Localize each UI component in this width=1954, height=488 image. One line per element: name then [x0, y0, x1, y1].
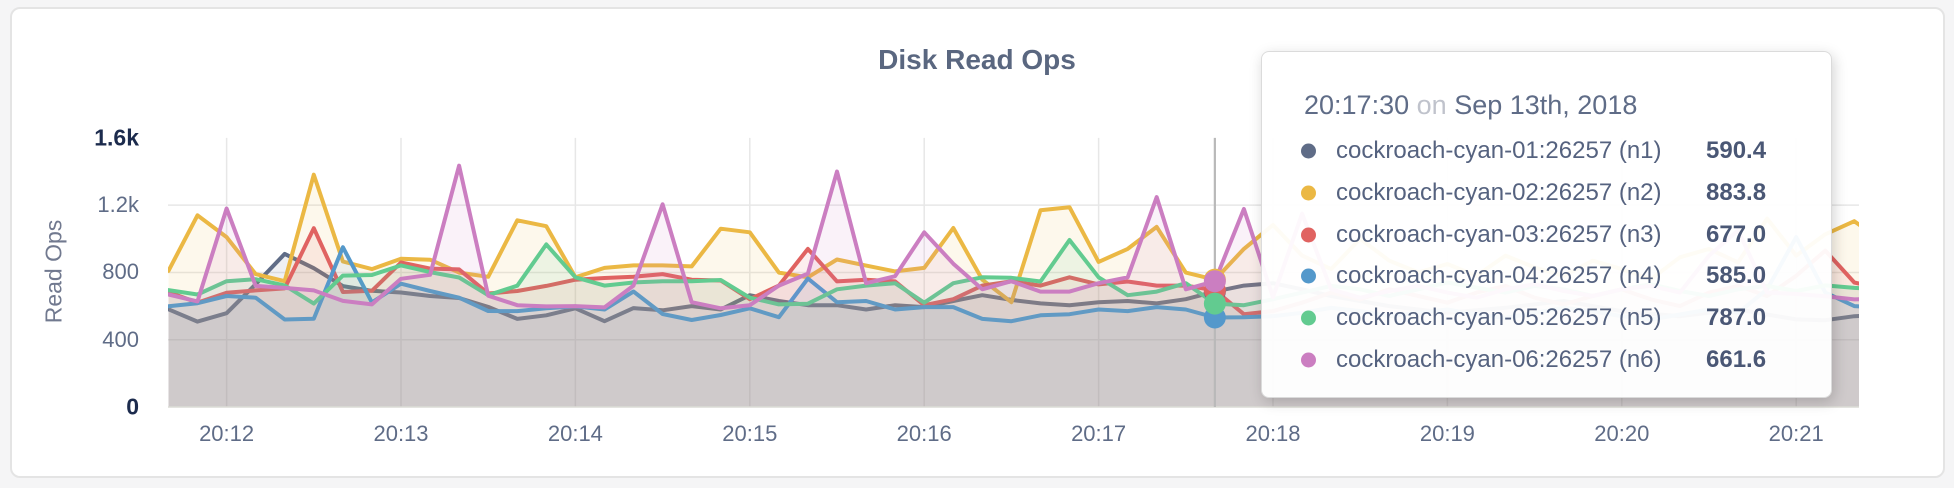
series-name: cockroach-cyan-05:26257 (n5) — [1336, 304, 1662, 332]
series-color-dot — [1301, 227, 1316, 243]
tooltip-row: cockroach-cyan-01:26257 (n1) 590.4 — [1262, 130, 1831, 172]
series-value: 590.4 — [1706, 137, 1767, 164]
x-tick-label: 20:18 — [1245, 421, 1301, 446]
tooltip-row: cockroach-cyan-03:26257 (n3) 677.0 — [1262, 214, 1831, 256]
x-tick-label: 20:13 — [373, 421, 429, 446]
tooltip-header: 20:17:30 on Sep 13th, 2018 — [1304, 90, 1637, 121]
x-tick-label: 20:19 — [1419, 421, 1475, 446]
tooltip-date: Sep 13th, 2018 — [1454, 90, 1638, 120]
series-color-dot — [1301, 310, 1316, 326]
tooltip-row: cockroach-cyan-02:26257 (n2) 883.8 — [1262, 172, 1831, 214]
x-tick-label: 20:20 — [1594, 421, 1650, 446]
x-tick-label: 20:21 — [1768, 421, 1824, 446]
series-value: 787.0 — [1706, 304, 1767, 332]
y-tick-label: 400 — [102, 326, 139, 352]
series-color-dot — [1301, 143, 1316, 159]
x-tick-label: 20:16 — [896, 421, 952, 446]
x-tick-label: 20:14 — [547, 421, 603, 446]
y-tick-label: 800 — [102, 259, 139, 285]
series-value: 661.6 — [1706, 346, 1767, 373]
tooltip-conjunction: on — [1416, 90, 1447, 120]
series-color-dot — [1301, 185, 1316, 201]
series-name: cockroach-cyan-01:26257 (n1) — [1336, 137, 1662, 164]
hover-tooltip: 20:17:30 on Sep 13th, 2018 cockroach-cya… — [1261, 51, 1832, 398]
y-tick-label: 0 — [126, 393, 139, 420]
tooltip-row: cockroach-cyan-06:26257 (n6) 661.6 — [1262, 339, 1831, 381]
series-name: cockroach-cyan-03:26257 (n3) — [1336, 220, 1662, 248]
series-value: 883.8 — [1706, 178, 1767, 206]
series-name: cockroach-cyan-06:26257 (n6) — [1336, 346, 1662, 373]
series-color-dot — [1301, 268, 1316, 284]
x-tick-label: 20:15 — [722, 421, 778, 446]
series-value: 677.0 — [1706, 220, 1767, 248]
x-tick-label: 20:17 — [1071, 421, 1127, 446]
series-color-dot — [1301, 352, 1316, 368]
series-name: cockroach-cyan-04:26257 (n4) — [1336, 262, 1662, 290]
hover-dot-n5 — [1203, 292, 1226, 315]
tooltip-row: cockroach-cyan-05:26257 (n5) 787.0 — [1262, 297, 1831, 339]
tooltip-time: 20:17:30 — [1304, 90, 1410, 120]
tooltip-row: cockroach-cyan-04:26257 (n4) 585.0 — [1262, 255, 1831, 297]
hover-dot-n6 — [1203, 270, 1226, 293]
y-tick-label: 1.2k — [97, 192, 139, 218]
y-tick-label: 1.6k — [94, 124, 139, 151]
x-tick-label: 20:12 — [199, 421, 255, 446]
chart-title: Disk Read Ops — [878, 44, 1076, 75]
series-name: cockroach-cyan-02:26257 (n2) — [1336, 178, 1662, 206]
series-value: 585.0 — [1706, 262, 1767, 290]
